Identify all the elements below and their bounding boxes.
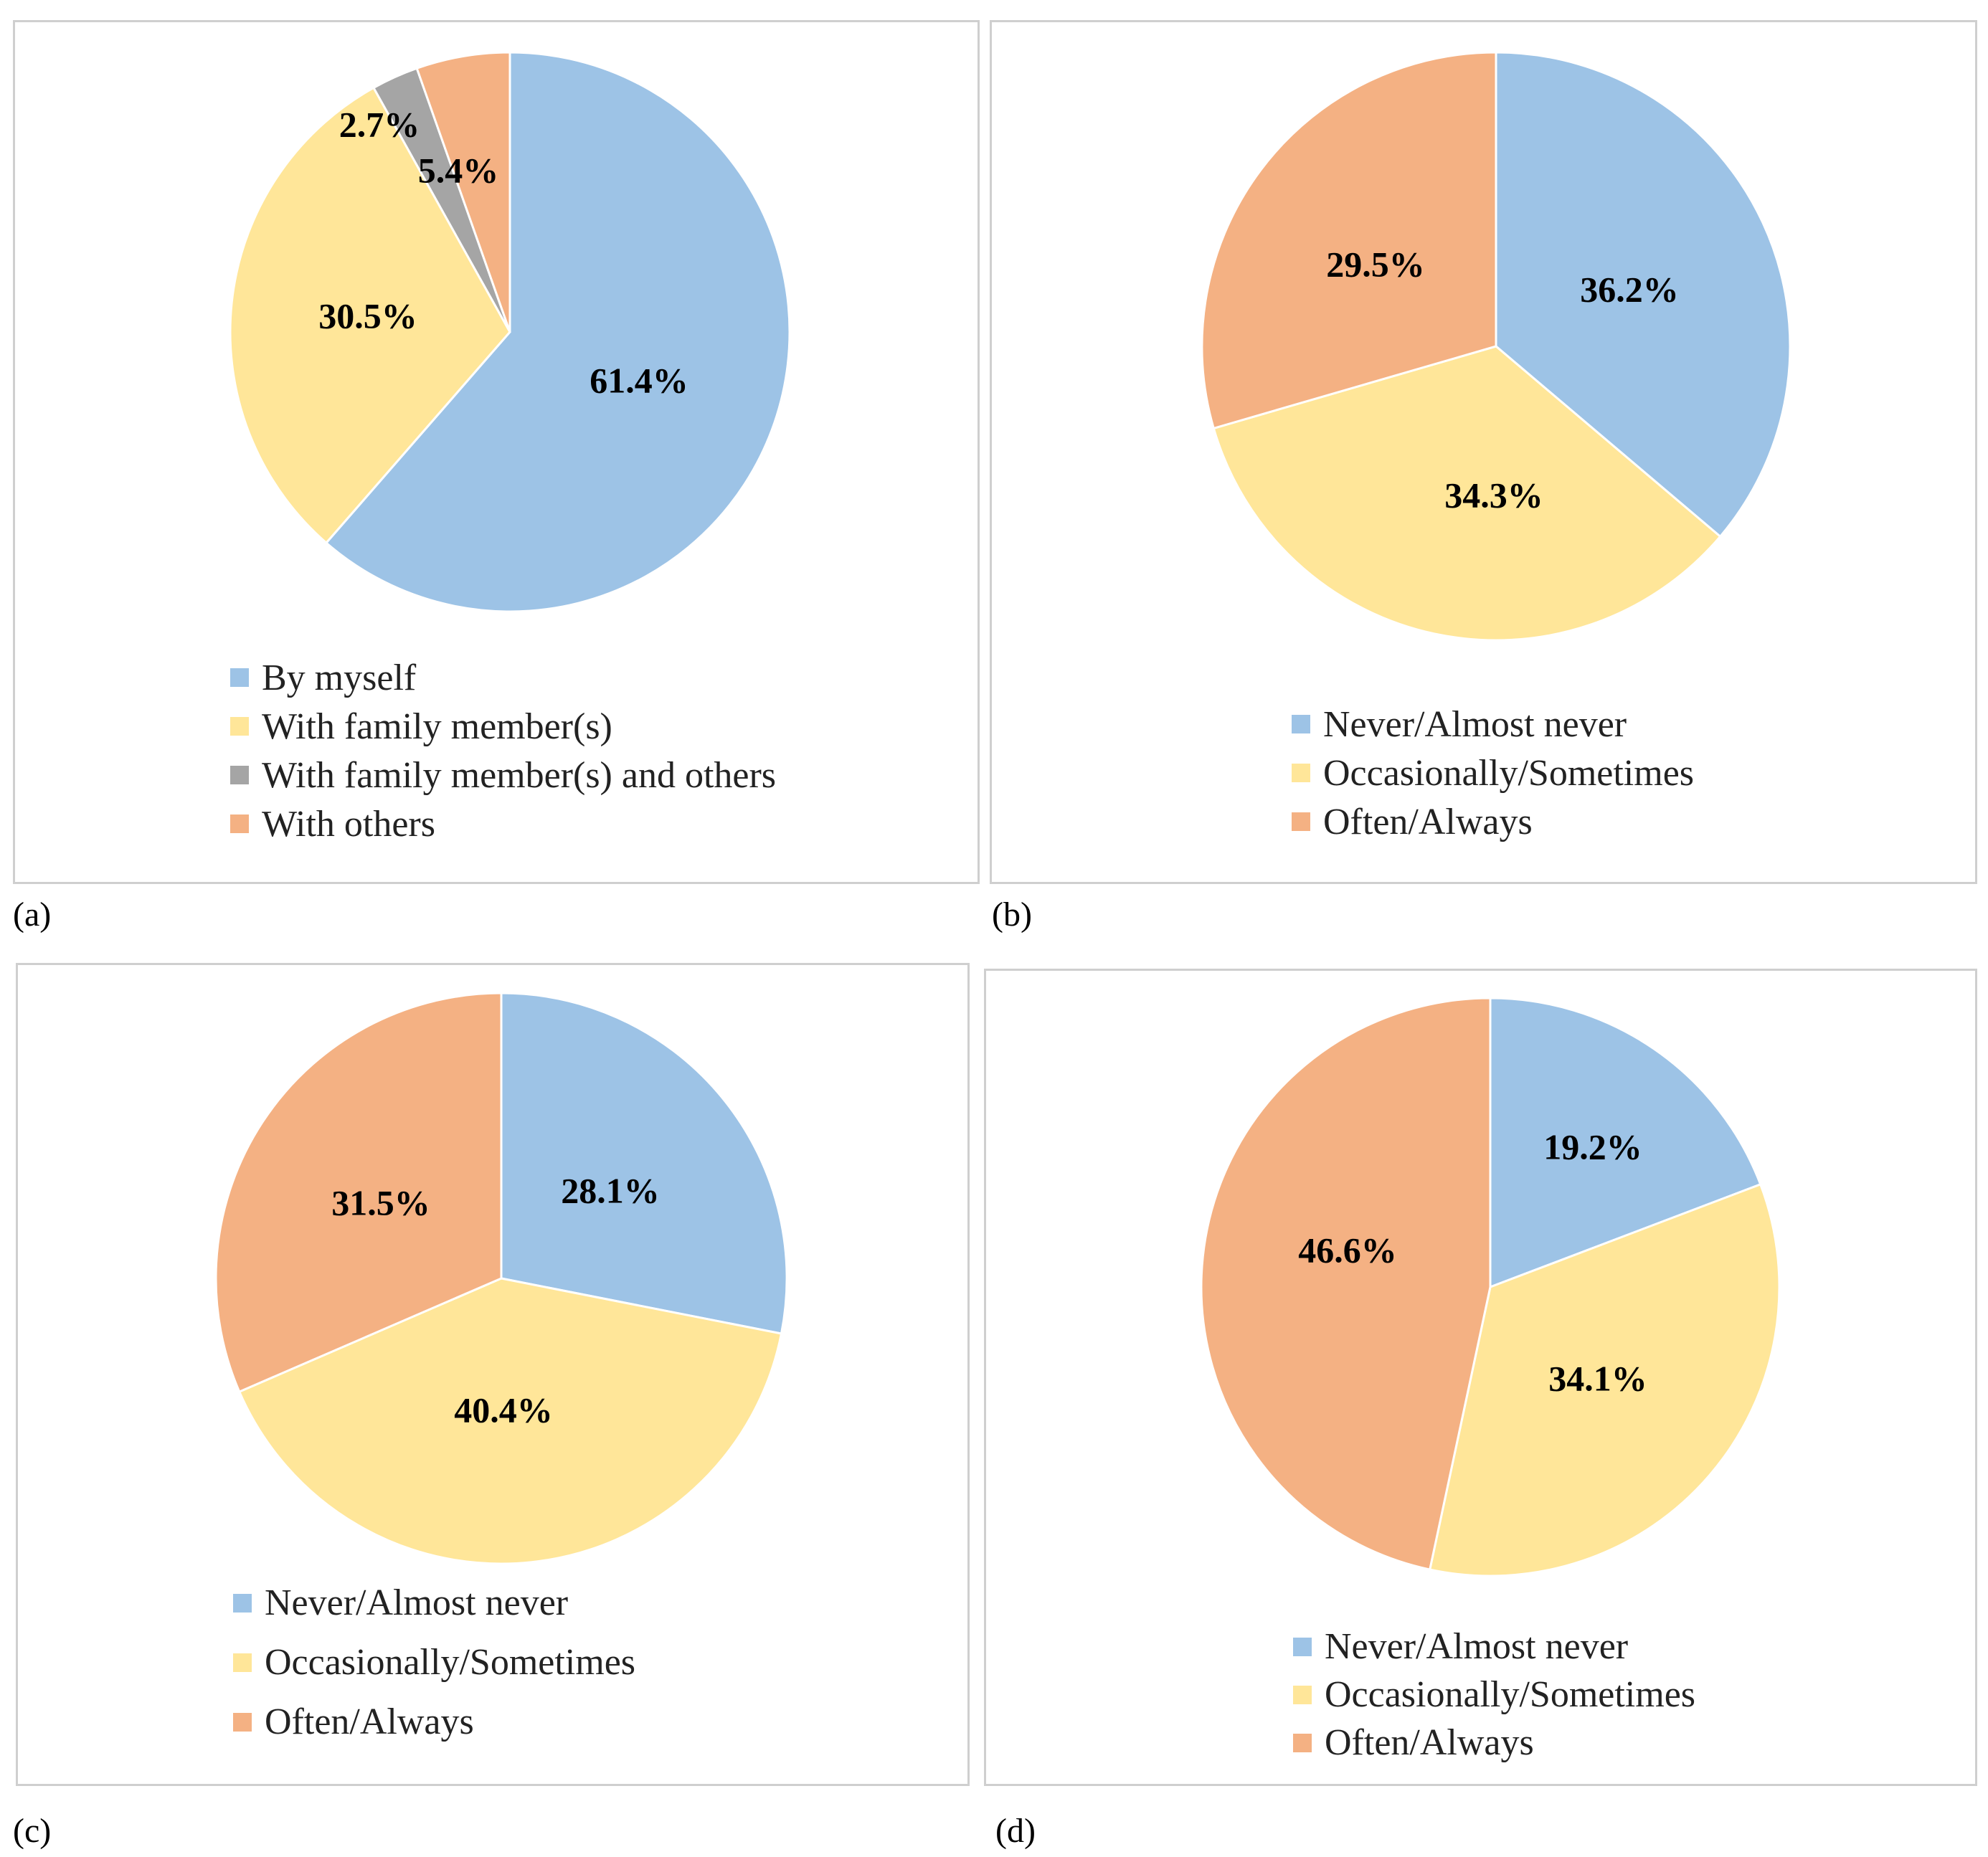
legend-label: With others: [262, 803, 435, 845]
caption-d: (d): [995, 1812, 1036, 1850]
legend-swatch: [233, 1593, 252, 1613]
pie-slice: [324, 51, 791, 613]
pie-chart-a: 61.4% 30.5% 2.7% 5.4%: [229, 51, 791, 613]
legend-c: Never/Almost never Occasionally/Sometime…: [233, 1573, 635, 1752]
legend-d: Never/Almost never Occasionally/Sometime…: [1293, 1623, 1695, 1767]
pie-slice: [1428, 1182, 1781, 1577]
legend-swatch: [233, 1712, 252, 1732]
pie-slice: [415, 51, 511, 333]
legend-label: Occasionally/Sometimes: [1323, 752, 1695, 794]
legend-swatch: [1292, 812, 1310, 831]
data-label: 2.7%: [339, 104, 420, 144]
legend-item: With family member(s): [230, 702, 776, 751]
data-label: 19.2%: [1543, 1126, 1642, 1167]
legend-item: Often/Always: [1292, 797, 1694, 846]
legend-label: Occasionally/Sometimes: [1325, 1674, 1696, 1715]
legend-b: Never/Almost never Occasionally/Sometime…: [1292, 700, 1694, 846]
data-label: 29.5%: [1326, 244, 1425, 284]
legend-item: Often/Always: [233, 1692, 635, 1752]
pie-slice: [1212, 345, 1722, 642]
legend-label: By myself: [262, 657, 417, 698]
legend-item: Never/Almost never: [233, 1573, 635, 1633]
caption-c: (c): [13, 1812, 52, 1850]
legend-item: With others: [230, 799, 776, 848]
pie-slice: [1201, 51, 1497, 430]
legend-item: Occasionally/Sometimes: [1293, 1671, 1695, 1719]
pie-slice: [214, 992, 503, 1394]
legend-label: With family member(s) and others: [262, 754, 777, 796]
data-label: 34.3%: [1444, 475, 1543, 515]
data-label: 40.4%: [454, 1390, 553, 1430]
legend-swatch: [230, 766, 249, 784]
legend-swatch: [230, 668, 249, 687]
legend-label: Occasionally/Sometimes: [265, 1642, 636, 1683]
legend-swatch: [1292, 715, 1310, 733]
legend-swatch: [1293, 1637, 1312, 1656]
pie-slice: [500, 992, 788, 1335]
legend-swatch: [1292, 764, 1310, 782]
pie-slice: [229, 86, 511, 545]
legend-item: Often/Always: [1293, 1719, 1695, 1767]
pie-chart-d: 19.2% 34.1% 46.6%: [1200, 997, 1781, 1577]
legend-swatch: [1293, 1685, 1312, 1704]
legend-label: Never/Almost never: [1325, 1626, 1629, 1667]
legend-item: Occasionally/Sometimes: [233, 1633, 635, 1692]
pie-slice: [237, 1277, 783, 1565]
legend-item: By myself: [230, 653, 776, 702]
chart-panel-c: 28.1% 40.4% 31.5% Never/Almost never Occas…: [16, 963, 970, 1786]
legend-swatch: [1293, 1733, 1312, 1752]
legend-swatch: [230, 814, 249, 833]
legend-a: By myself With family member(s) With fam…: [230, 653, 776, 848]
pie-slice: [1200, 997, 1492, 1571]
legend-swatch: [230, 717, 249, 736]
data-label: 30.5%: [318, 295, 417, 336]
legend-label: With family member(s): [262, 706, 612, 747]
legend-item: Never/Almost never: [1292, 700, 1694, 749]
legend-label: Often/Always: [1323, 801, 1533, 842]
pie-chart-b: 36.2% 34.3% 29.5%: [1201, 51, 1791, 642]
caption-b: (b): [992, 896, 1032, 934]
chart-panel-a: 61.4% 30.5% 2.7% 5.4% By myself With family…: [13, 20, 980, 884]
legend-item: Never/Almost never: [1293, 1623, 1695, 1671]
legend-item: With family member(s) and others: [230, 751, 776, 799]
legend-item: Occasionally/Sometimes: [1292, 749, 1694, 797]
pie-slice: [1489, 997, 1762, 1289]
chart-panel-b: 36.2% 34.3% 29.5% Never/Almost never Occas…: [990, 20, 1977, 884]
data-label: 61.4%: [590, 360, 688, 400]
data-label: 34.1%: [1548, 1358, 1647, 1398]
data-label: 46.6%: [1298, 1230, 1397, 1270]
data-label: 31.5%: [331, 1182, 430, 1222]
data-label: 28.1%: [561, 1170, 660, 1210]
legend-label: Often/Always: [1325, 1722, 1534, 1763]
data-label: 36.2%: [1580, 269, 1679, 309]
pie-slice: [1495, 51, 1791, 538]
legend-label: Never/Almost never: [265, 1582, 569, 1623]
legend-swatch: [233, 1653, 252, 1672]
data-label: 5.4%: [418, 150, 499, 190]
caption-a: (a): [13, 896, 52, 934]
legend-label: Often/Always: [265, 1701, 474, 1742]
chart-panel-d: 19.2% 34.1% 46.6% Never/Almost never Occas…: [984, 969, 1977, 1786]
legend-label: Never/Almost never: [1323, 703, 1627, 745]
pie-chart-c: 28.1% 40.4% 31.5%: [214, 992, 788, 1565]
